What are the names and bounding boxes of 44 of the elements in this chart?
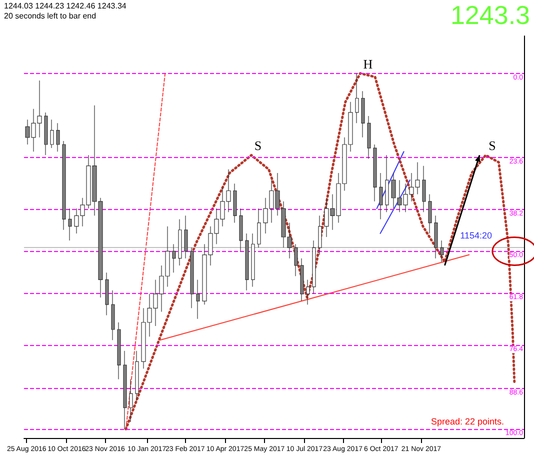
candlestick: [385, 154, 389, 212]
candlestick: [44, 112, 48, 156]
text: 1243.3: [450, 0, 530, 30]
candlestick: [355, 73, 359, 124]
candlestick: [257, 208, 261, 248]
candlestick: [62, 140, 66, 230]
candlestick: [440, 240, 444, 262]
candlestick: [184, 215, 188, 259]
annotation: Spread: 22 points.: [430, 416, 504, 426]
annotation: S: [488, 138, 496, 154]
candlestick: [361, 90, 365, 138]
candlestick: [422, 166, 426, 212]
candlestick: [379, 172, 383, 220]
candlestick: [117, 322, 121, 380]
candlestick: [68, 208, 72, 241]
candlestick: [373, 144, 377, 202]
candlestick: [196, 279, 200, 320]
candlestick: [434, 215, 438, 259]
candlestick: [233, 183, 237, 224]
candlestick: [367, 116, 371, 160]
candlestick: [190, 247, 194, 308]
candlestick: [294, 244, 298, 276]
candlestick: [251, 233, 255, 288]
annotation: S: [254, 138, 262, 154]
candlestick: [306, 279, 310, 305]
annotation: H: [363, 56, 373, 72]
text: 1244.03 1244.23 1242.46 1243.34: [4, 2, 127, 10]
candlestick: [135, 350, 139, 401]
candlestick: [318, 215, 322, 256]
annotation: 1154:20: [460, 230, 492, 240]
candlestick: [245, 233, 249, 291]
candlestick: [56, 122, 60, 152]
candlestick: [172, 244, 176, 273]
candlestick: [178, 218, 182, 266]
candlestick: [111, 290, 115, 340]
candlestick: [129, 379, 133, 422]
candlestick: [239, 208, 243, 252]
candlestick: [50, 119, 54, 148]
text: 20 seconds left to bar end: [4, 12, 96, 20]
candlestick: [123, 350, 127, 430]
candlestick: [300, 258, 304, 302]
candlestick: [428, 194, 432, 234]
candlestick: [105, 272, 109, 316]
candlestick: [312, 240, 316, 294]
